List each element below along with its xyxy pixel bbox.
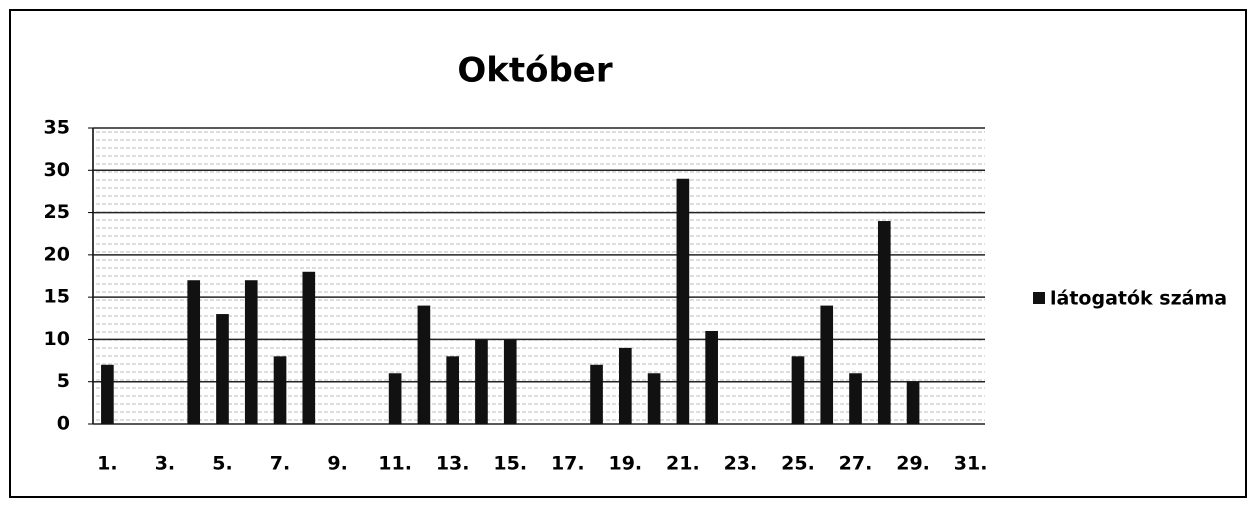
x-tick-label: 31. bbox=[954, 453, 988, 475]
bar bbox=[705, 330, 718, 424]
bar bbox=[187, 280, 201, 424]
y-tick-label: 25 bbox=[44, 201, 70, 223]
bar bbox=[101, 364, 114, 424]
x-tick-label: 21. bbox=[666, 453, 700, 475]
y-tick-label: 35 bbox=[44, 117, 70, 139]
bar bbox=[647, 373, 661, 424]
bar bbox=[244, 280, 258, 424]
bar bbox=[216, 314, 229, 424]
bar bbox=[791, 356, 805, 424]
bar bbox=[273, 356, 287, 424]
bar bbox=[388, 373, 402, 424]
bar bbox=[906, 381, 920, 424]
legend-label: látogatók száma bbox=[1050, 288, 1227, 310]
x-tick-label: 1. bbox=[97, 453, 117, 475]
y-tick-label: 15 bbox=[44, 286, 70, 308]
legend-swatch bbox=[1033, 292, 1045, 304]
y-tick-label: 30 bbox=[44, 159, 70, 181]
x-tick-label: 15. bbox=[493, 453, 527, 475]
bar bbox=[676, 178, 690, 424]
x-tick-label: 3. bbox=[155, 453, 175, 475]
bar bbox=[475, 339, 488, 424]
bar bbox=[302, 271, 316, 424]
x-tick-label: 7. bbox=[270, 453, 290, 475]
x-tick-label: 29. bbox=[896, 453, 930, 475]
x-tick-label: 17. bbox=[551, 453, 585, 475]
x-tick-label: 19. bbox=[608, 453, 642, 475]
y-tick-label: 20 bbox=[44, 243, 70, 265]
chart-title: Október bbox=[457, 51, 613, 91]
bar bbox=[503, 339, 517, 424]
bar bbox=[820, 305, 834, 424]
x-tick-label: 27. bbox=[839, 453, 873, 475]
bar bbox=[849, 373, 862, 424]
x-tick-label: 11. bbox=[378, 453, 412, 475]
x-tick-label: 5. bbox=[212, 453, 232, 475]
bar bbox=[417, 305, 431, 424]
bar bbox=[877, 221, 891, 424]
bar bbox=[618, 347, 632, 424]
y-tick-label: 5 bbox=[57, 370, 70, 392]
plot-texture bbox=[93, 128, 985, 424]
y-tick-label: 10 bbox=[44, 328, 70, 350]
y-tick-label: 0 bbox=[57, 413, 70, 435]
x-tick-label: 23. bbox=[724, 453, 758, 475]
x-tick-label: 9. bbox=[327, 453, 347, 475]
bar bbox=[446, 356, 460, 424]
x-tick-label: 13. bbox=[436, 453, 470, 475]
bar bbox=[590, 364, 603, 424]
x-tick-label: 25. bbox=[781, 453, 815, 475]
